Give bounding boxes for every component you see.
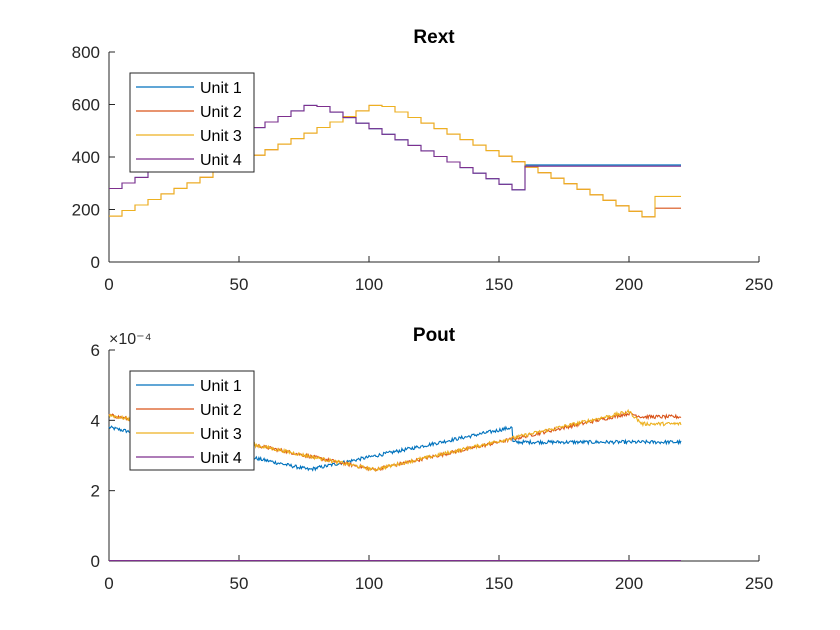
pout-x-tick-label: 250 (745, 574, 773, 593)
pout-legend-label: Unit 4 (200, 450, 242, 467)
rext-y-tick-label: 0 (91, 253, 100, 272)
rext-title: Rext (413, 27, 455, 48)
pout-y-tick-label: 4 (91, 411, 100, 430)
pout-x-tick-label: 100 (355, 574, 383, 593)
rext-y-tick-label: 400 (72, 148, 100, 167)
rext-y-tick-label: 800 (72, 43, 100, 62)
pout-legend-label: Unit 2 (200, 402, 242, 419)
rext-legend-label: Unit 1 (200, 80, 242, 97)
pout-y-tick-label: 0 (91, 552, 100, 571)
pout-y-exponent: ×10⁻⁴ (109, 331, 152, 348)
pout-y-tick-label: 6 (91, 341, 100, 360)
rext-y-tick-label: 600 (72, 96, 100, 115)
pout-legend-label: Unit 1 (200, 378, 242, 395)
pout-x-tick-label: 150 (485, 574, 513, 593)
rext-legend-label: Unit 2 (200, 104, 242, 121)
rext-y-tick-label: 200 (72, 201, 100, 220)
rext-x-tick-label: 250 (745, 275, 773, 294)
pout-axes: Pout 0 50 100 150 200 250 0 2 4 6 ×10⁻⁴ Unit 1 Unit 2… (91, 325, 774, 593)
pout-x-tick-label: 0 (104, 574, 113, 593)
pout-legend-label: Unit 3 (200, 426, 242, 443)
pout-x-tick-label: 50 (230, 574, 249, 593)
rext-legend (129, 72, 255, 173)
rext-x-tick-label: 0 (104, 275, 113, 294)
rext-x-tick-label: 50 (230, 275, 249, 294)
rext-series-3 (109, 104, 681, 218)
rext-legend-label: Unit 4 (200, 152, 242, 169)
rext-x-tick-label: 150 (485, 275, 513, 294)
pout-y-tick-label: 2 (91, 482, 100, 501)
rext-x-tick-label: 200 (615, 275, 643, 294)
pout-legend (129, 370, 255, 471)
pout-x-tick-label: 200 (615, 574, 643, 593)
rext-x-tick-label: 100 (355, 275, 383, 294)
rext-axes: Rext 0 50 100 150 200 250 0 200 400 600 800 Unit 1 Un… (72, 27, 774, 294)
rext-legend-label: Unit 3 (200, 128, 242, 145)
pout-title: Pout (413, 325, 456, 346)
